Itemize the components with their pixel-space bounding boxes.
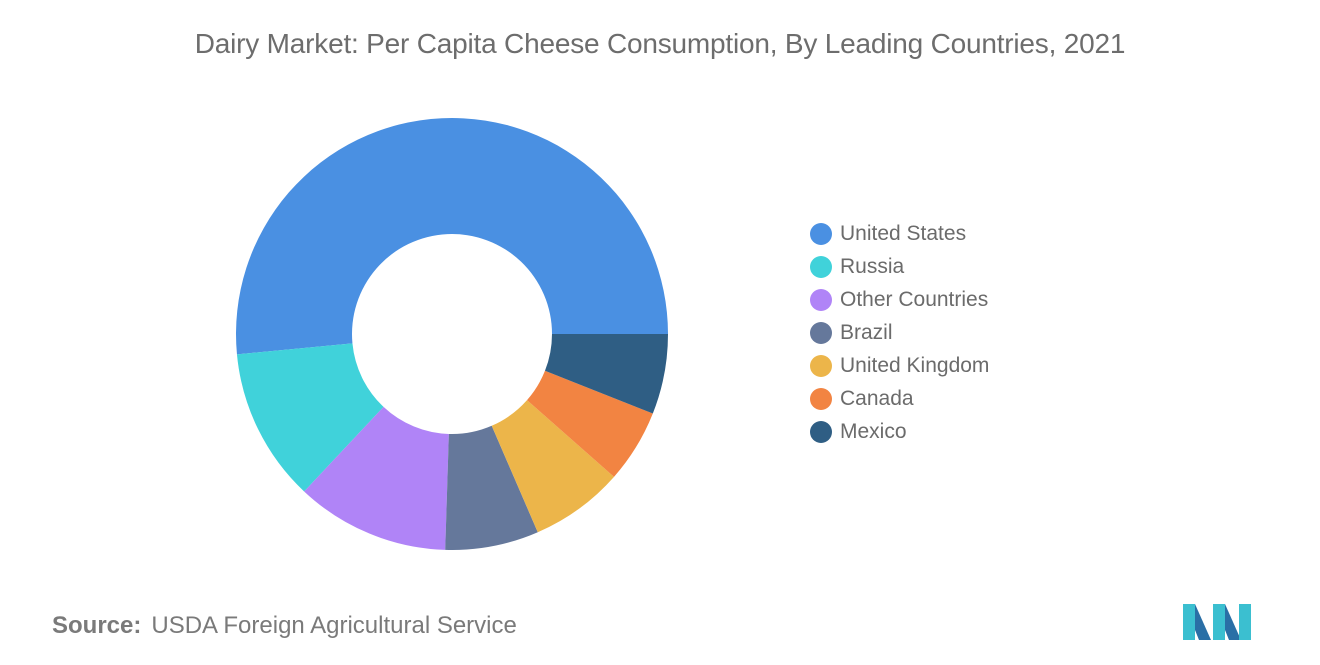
legend-swatch (810, 387, 832, 410)
slice-united-states (236, 118, 668, 355)
donut-chart (236, 118, 668, 550)
slice-canada (527, 370, 653, 477)
slice-mexico (544, 334, 668, 414)
legend-item-united-states: United States (810, 217, 989, 250)
legend-label: Other Countries (840, 287, 989, 311)
chart-title: Dairy Market: Per Capita Cheese Consumpt… (194, 28, 1126, 59)
legend-swatch (810, 222, 832, 245)
source-text: USDA Foreign Agricultural Service (151, 612, 517, 639)
legend-label: Mexico (840, 419, 907, 443)
legend-swatch (810, 255, 832, 278)
legend-item-mexico: Mexico (810, 415, 989, 448)
legend-label: Brazil (840, 320, 893, 344)
legend-swatch (810, 321, 832, 344)
legend-item-united-kingdom: United Kingdom (810, 349, 989, 382)
source-label: Source: (52, 612, 142, 639)
slice-other-countries (304, 406, 449, 550)
legend-item-canada: Canada (810, 382, 989, 415)
source-note: Source: USDA Foreign Agricultural Service (52, 612, 517, 640)
legend-swatch (810, 354, 832, 377)
slice-brazil (445, 425, 538, 550)
legend-swatch (810, 288, 832, 311)
legend-label: United States (840, 221, 967, 245)
legend-label: Russia (840, 254, 905, 278)
mordor-logo-icon (1183, 604, 1251, 640)
slice-russia (236, 343, 384, 492)
legend-swatch (810, 420, 832, 443)
chart-legend: United States Russia Other Countries Brazil… (810, 217, 989, 448)
legend-label: United Kingdom (840, 353, 990, 377)
legend-item-other-countries: Other Countries (810, 283, 989, 316)
legend-item-russia: Russia (810, 250, 989, 283)
slice-united-kingdom (491, 400, 615, 533)
legend-label: Canada (840, 386, 914, 410)
legend-item-brazil: Brazil (810, 316, 989, 349)
